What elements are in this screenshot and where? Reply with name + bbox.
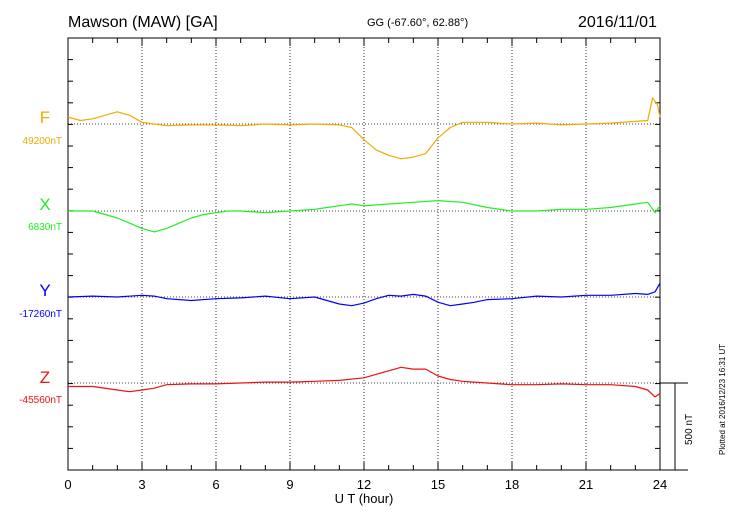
series-baseline-f: 49200nT (23, 136, 62, 147)
x-tick-label: 0 (64, 477, 71, 492)
chart-date: 2016/11/01 (578, 14, 657, 31)
series-x: X 6830nT (28, 195, 661, 233)
x-axis-label: U T (hour) (335, 491, 394, 506)
series-baseline-y: -17260nT (19, 309, 62, 320)
series-z: Z -45560nT (19, 366, 661, 406)
plot-credit: Plotted at 2016/12/23 16:31 UT (718, 343, 727, 455)
series-label-z: Z (40, 368, 50, 387)
station-title: Mawson (MAW) [GA] (68, 14, 218, 31)
x-tick-label: 9 (286, 477, 293, 492)
series-label-f: F (40, 108, 50, 127)
series-f: F 49200nT (23, 97, 661, 160)
series-y: Y -17260nT (19, 281, 661, 320)
series-line-z (68, 366, 661, 398)
series-label-y: Y (39, 281, 50, 300)
x-tick-label: 15 (431, 477, 445, 492)
x-tick-label: 12 (357, 477, 371, 492)
series-baseline-x: 6830nT (28, 222, 62, 233)
station-coordinates: GG (-67.60°, 62.88°) (367, 17, 469, 29)
x-tick-label: 6 (212, 477, 219, 492)
series-label-x: X (39, 195, 50, 214)
x-tick-label: 24 (653, 477, 667, 492)
x-tick-label: 3 (138, 477, 145, 492)
x-tick-label: 21 (579, 477, 593, 492)
x-tick-label: 18 (505, 477, 519, 492)
series-line-x (68, 200, 661, 233)
scale-bar-label: 500 nT (684, 413, 695, 445)
series-baseline-z: -45560nT (19, 395, 62, 406)
series-line-f (67, 97, 661, 160)
series-line-y (67, 282, 661, 307)
